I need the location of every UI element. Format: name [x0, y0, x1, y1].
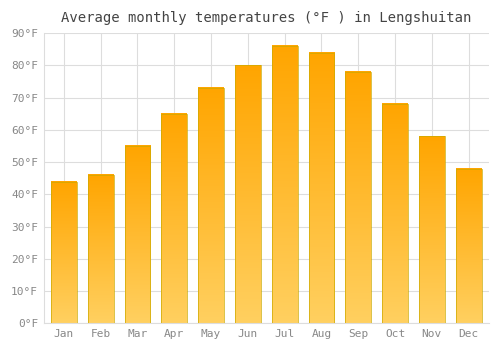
Bar: [88, 175, 114, 323]
Bar: [346, 72, 371, 323]
Bar: [124, 146, 150, 323]
Bar: [308, 52, 334, 323]
Bar: [272, 46, 297, 323]
Bar: [51, 182, 77, 323]
Bar: [419, 136, 444, 323]
Bar: [235, 65, 261, 323]
Bar: [382, 104, 408, 323]
Bar: [456, 169, 481, 323]
Bar: [162, 114, 187, 323]
Title: Average monthly temperatures (°F ) in Lengshuitan: Average monthly temperatures (°F ) in Le…: [61, 11, 472, 25]
Bar: [198, 88, 224, 323]
